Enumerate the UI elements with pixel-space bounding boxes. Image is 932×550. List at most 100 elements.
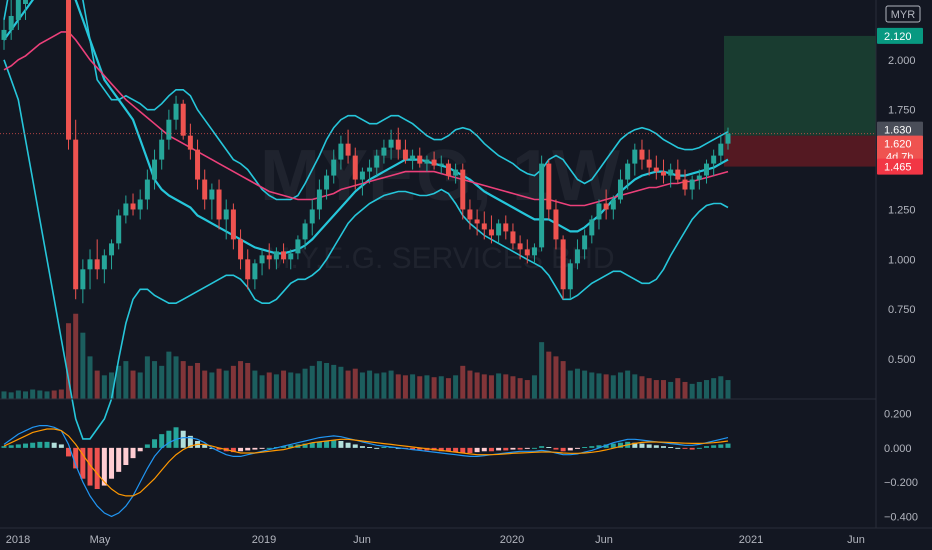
line-bb_upper xyxy=(3,0,729,201)
candle-body xyxy=(130,203,136,210)
macd-hist-bar xyxy=(202,444,208,448)
candle-body xyxy=(94,259,100,270)
candle xyxy=(531,243,537,264)
volume-bar xyxy=(496,373,502,399)
macd-hist-bar xyxy=(660,446,666,448)
candle xyxy=(331,149,337,184)
candle xyxy=(453,163,459,184)
macd-hist-bar xyxy=(80,447,86,479)
macd-hist-bar xyxy=(653,445,659,448)
price-tag-target xyxy=(877,27,923,44)
macd-hist-bar xyxy=(109,447,115,479)
line-macd xyxy=(3,425,729,518)
currency-badge-frame[interactable] xyxy=(885,5,921,23)
candle-body xyxy=(696,175,702,180)
candle xyxy=(496,219,502,244)
macd-hist-bar xyxy=(474,447,480,453)
volume-bar xyxy=(467,370,473,399)
volume-bar xyxy=(381,372,387,399)
macd-hist-bar xyxy=(187,435,193,448)
candle xyxy=(381,139,387,164)
volume-bar xyxy=(273,374,279,399)
candle-body xyxy=(718,143,724,156)
macd-hist-bar xyxy=(116,447,122,472)
volume-bar xyxy=(610,375,616,399)
volume-bar xyxy=(517,378,523,399)
candle-body xyxy=(374,155,380,168)
macd-hist-bar xyxy=(166,430,172,448)
candle xyxy=(359,167,365,196)
candle-body xyxy=(202,179,208,200)
price-tag-stop xyxy=(877,158,923,175)
currency-badge[interactable]: MYR xyxy=(891,9,916,21)
macd-hist-bar xyxy=(173,427,179,448)
candle-body xyxy=(359,171,365,180)
candle xyxy=(617,169,623,204)
candle-body xyxy=(402,149,408,160)
volume-bar xyxy=(109,372,115,399)
candle xyxy=(574,239,580,270)
position-zones xyxy=(724,35,876,167)
candle-body xyxy=(417,155,423,164)
macd-hist-bar xyxy=(359,446,365,448)
volume-bar xyxy=(632,374,638,399)
candle-body xyxy=(474,219,480,224)
candle xyxy=(402,139,408,164)
candle-body xyxy=(496,223,502,236)
candle xyxy=(488,215,494,244)
volume-bar xyxy=(675,378,681,399)
price-tag-label-last: 1.630 xyxy=(884,125,912,137)
candle-body xyxy=(180,103,186,136)
candle-body xyxy=(245,259,251,280)
macd-hist-bar xyxy=(639,443,645,448)
candle xyxy=(696,169,702,190)
candle xyxy=(123,195,129,224)
macd-hist-bar xyxy=(1,446,7,448)
candle-body xyxy=(481,223,487,230)
macd-hist-bar xyxy=(574,447,580,449)
volume-bar xyxy=(123,361,129,399)
candle xyxy=(524,239,530,264)
candle xyxy=(15,0,21,30)
candle xyxy=(152,149,158,190)
macd-hist-bar xyxy=(510,447,516,450)
volume-bar xyxy=(316,361,322,399)
macd-hist-bar xyxy=(682,447,688,449)
candle-body xyxy=(467,209,473,220)
volume-bar xyxy=(8,392,14,399)
time-tick-label: 2021 xyxy=(739,534,763,546)
candle-body xyxy=(639,149,645,160)
macd-hist-bar xyxy=(180,430,186,448)
volume-bar xyxy=(625,370,631,399)
candle xyxy=(589,215,595,244)
volume-bar xyxy=(703,380,709,399)
volume-bar xyxy=(388,370,394,399)
macd-tick-label: −0.400 xyxy=(884,511,918,523)
candle-body xyxy=(8,15,14,30)
volume-bar xyxy=(180,361,186,399)
candle xyxy=(173,95,179,130)
candle-body xyxy=(15,0,21,20)
candle xyxy=(503,215,509,240)
volume-bar xyxy=(159,365,165,399)
volume-bar xyxy=(295,373,301,399)
macd-hist-bar xyxy=(496,447,502,451)
macd-hist-bar xyxy=(238,447,244,452)
macd-hist-bar xyxy=(517,447,523,450)
volume-bar xyxy=(438,376,444,399)
candle-body xyxy=(266,255,272,260)
candle-body xyxy=(309,209,315,224)
volume-bar xyxy=(152,361,158,399)
candle-body xyxy=(646,159,652,168)
macd-hist-bar xyxy=(689,447,695,450)
candle xyxy=(632,143,638,176)
candle-body xyxy=(331,159,337,176)
macd-hist-bar xyxy=(30,442,36,448)
volume-bar xyxy=(474,372,480,399)
volume-bar xyxy=(94,370,100,399)
volume-bar xyxy=(223,370,229,399)
volume-bar xyxy=(44,391,50,399)
macd-hist-bar xyxy=(668,447,674,448)
candle-body xyxy=(589,219,595,236)
